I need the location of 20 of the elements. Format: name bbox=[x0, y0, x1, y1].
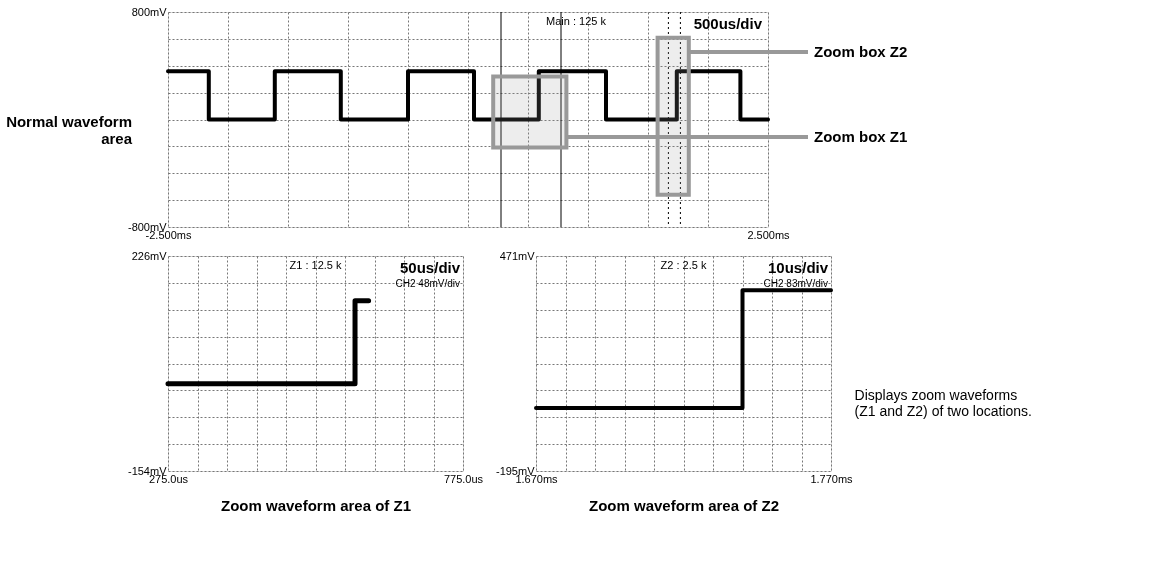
x-axis-title: Zoom waveform area of Z1 bbox=[220, 496, 412, 514]
annotation: CH2 48mV/div bbox=[395, 278, 461, 289]
annotation: Z1 : 12.5 k bbox=[289, 259, 342, 271]
y-tick-label: 226mV bbox=[131, 249, 168, 262]
annotation: Z2 : 2.5 k bbox=[660, 259, 707, 271]
annotation: 500us/div bbox=[693, 15, 763, 32]
x-axis-title: Zoom waveform area of Z2 bbox=[588, 496, 780, 514]
band-label: Zoom box Z2 bbox=[814, 43, 908, 60]
x-tick-label: 2.500ms bbox=[747, 228, 791, 241]
x-tick-label: 1.770ms bbox=[810, 472, 854, 485]
annotation: Main : 125 k bbox=[546, 15, 607, 27]
y-tick-label: 800mV bbox=[131, 5, 168, 18]
text: Displays zoom waveforms (Z1 and Z2) of two locations. bbox=[854, 387, 1033, 419]
text: Normal waveform area bbox=[6, 113, 133, 147]
annotation: CH2 83mV/div bbox=[763, 278, 829, 289]
annotation: 50us/div bbox=[400, 259, 461, 276]
band-label: Zoom box Z1 bbox=[814, 128, 908, 145]
x-tick-label: 775.0us bbox=[443, 472, 484, 485]
annotation: 10us/div bbox=[768, 259, 829, 276]
y-tick-label: 471mV bbox=[499, 249, 536, 262]
